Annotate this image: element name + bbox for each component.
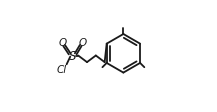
Text: S: S <box>69 50 76 62</box>
Text: Cl: Cl <box>57 64 67 74</box>
Text: O: O <box>58 38 66 48</box>
Text: O: O <box>79 38 87 48</box>
